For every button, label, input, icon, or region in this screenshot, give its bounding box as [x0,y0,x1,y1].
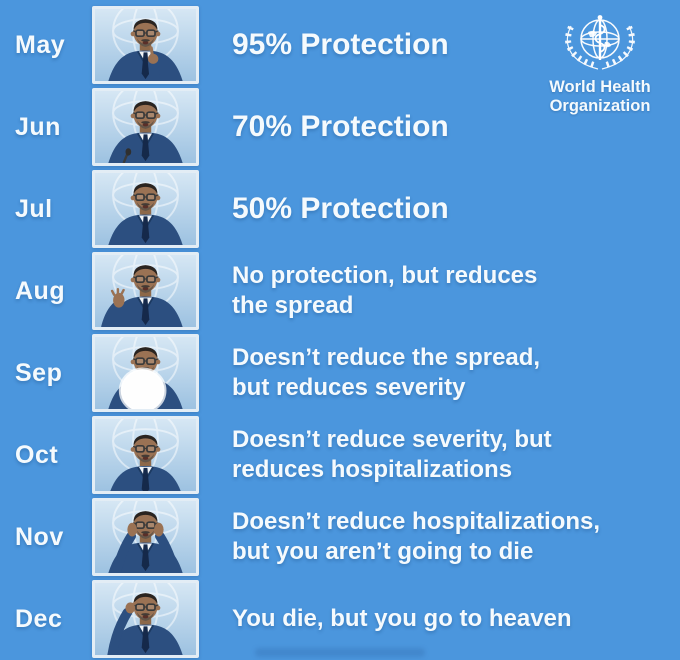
caption-text: 95% Protection [232,28,449,62]
who-logo-line1: World Health [549,78,651,96]
tedros-photo [92,252,199,330]
caption-line: Doesn’t reduce severity, but [232,426,552,453]
who-logo: World Health Organization [532,12,668,116]
tedros-photo [92,498,199,576]
caption-line: reduces hospitalizations [232,456,513,483]
timeline-row-nov: Nov Doesn’t reduce hospitalizations, but y… [0,496,680,578]
month-label: Nov [15,522,64,551]
caption-text: 70% Protection [232,110,449,144]
caption-line: No protection, but reduces [232,262,538,289]
timeline-row-oct: Oct Doesn’t reduce severity, but reduces h… [0,414,680,496]
who-emblem-icon [532,12,668,78]
caption-text: 50% Protection [232,192,449,226]
timeline-row-dec: Dec You die, but you go to heaven [0,578,680,660]
caption-line: 50% Protection [232,192,449,225]
timeline-row-jun: Jun 70% Protection [0,86,680,168]
month-label: Jun [15,112,61,141]
caption-line: the spread [232,292,354,319]
caption-line: You die, but you go to heaven [232,605,572,632]
caption-line: 70% Protection [232,110,449,143]
timeline-row-may: May 95% Protection [0,4,680,86]
caption-text: You die, but you go to heaven [232,604,572,634]
tedros-photo [92,170,199,248]
caption-line: Doesn’t reduce the spread, [232,344,541,371]
faint-watermark [255,648,425,657]
tedros-photo [92,334,199,412]
month-label: Dec [15,604,63,633]
tedros-photo [92,416,199,494]
caption-text: No protection, but reduces the spread [232,261,537,321]
month-label: Jul [15,194,53,223]
caption-text: Doesn’t reduce hospitalizations, but you … [232,507,600,567]
timeline-row-sep: Sep Doesn’t reduce the spread, but reduces… [0,332,680,414]
caption-line: but you aren’t going to die [232,538,534,565]
timeline-rows: May 95% Protection Jun 70% Protection Jul 50%… [0,4,680,660]
tedros-photo [92,88,199,166]
caption-text: Doesn’t reduce severity, but reduces hosp… [232,425,552,485]
month-label: Sep [15,358,63,387]
month-label: Oct [15,440,59,469]
month-label: Aug [15,276,66,305]
caption-line: Doesn’t reduce hospitalizations, [232,508,601,535]
caption-line: 95% Protection [232,28,449,61]
who-logo-line2: Organization [549,97,651,115]
tedros-photo [92,580,199,658]
caption-line: but reduces severity [232,374,466,401]
timeline-row-aug: Aug No protection, but reduces the spread [0,250,680,332]
caption-text: Doesn’t reduce the spread, but reduces se… [232,343,540,403]
tedros-photo [92,6,199,84]
month-label: May [15,30,66,59]
timeline-row-jul: Jul 50% Protection [0,168,680,250]
